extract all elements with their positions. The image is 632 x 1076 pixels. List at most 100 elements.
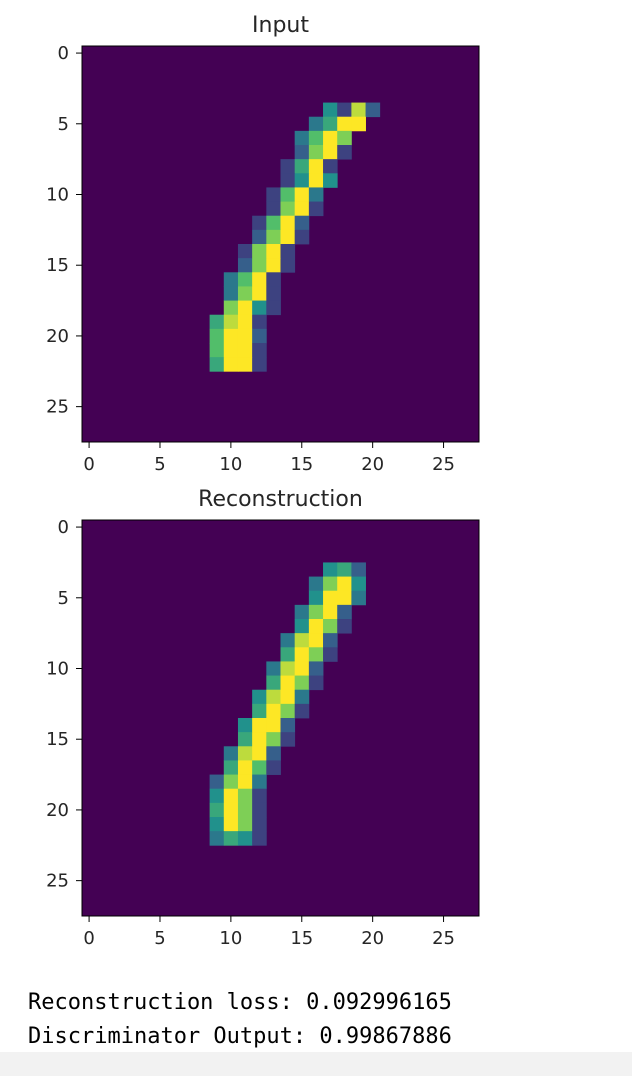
pixel-cell xyxy=(252,357,267,372)
pixel-cell xyxy=(223,788,239,804)
pixel-cell xyxy=(294,647,310,662)
pixel-cell xyxy=(294,145,310,160)
pixel-cell xyxy=(209,314,225,330)
pixel-cell xyxy=(223,328,239,344)
pixel-cell xyxy=(323,647,338,662)
pixel-cell xyxy=(294,130,310,146)
pixel-cell xyxy=(223,357,239,372)
pixel-cell xyxy=(323,633,338,648)
x-tick-label: 10 xyxy=(219,928,242,949)
pixel-cell xyxy=(308,647,324,662)
y-tick-label: 25 xyxy=(46,871,69,892)
pixel-cell xyxy=(237,343,253,358)
output-footer-strip xyxy=(0,1052,632,1076)
pixel-cell xyxy=(294,201,310,217)
pixel-cell xyxy=(223,831,239,846)
pixel-cell xyxy=(237,732,253,747)
pixel-cell xyxy=(266,689,281,705)
pixel-cell xyxy=(308,633,324,648)
pixel-cell xyxy=(308,590,324,606)
pixel-cell xyxy=(323,116,338,132)
pixel-cell xyxy=(252,258,267,273)
x-tick-label: 10 xyxy=(219,454,242,475)
y-tick-label: 20 xyxy=(46,326,69,347)
pixel-cell xyxy=(237,788,253,804)
pixel-cell xyxy=(252,732,267,747)
pixel-cell xyxy=(266,272,281,287)
pixel-cell xyxy=(266,732,281,747)
y-tick-label: 15 xyxy=(46,729,69,750)
pixel-cell xyxy=(266,244,281,259)
pixel-cell xyxy=(337,562,352,577)
pixel-cell xyxy=(351,590,366,606)
x-tick-label: 20 xyxy=(361,454,384,475)
pixel-cell xyxy=(308,173,324,188)
pixel-cell xyxy=(308,619,324,634)
pixel-cell xyxy=(280,661,296,676)
pixel-cell xyxy=(294,675,310,691)
pixel-cell xyxy=(280,258,296,273)
pixel-cell xyxy=(266,201,281,217)
pixel-cell xyxy=(280,647,296,662)
pixel-cell xyxy=(252,300,267,316)
pixel-cell xyxy=(308,675,324,691)
pixel-cell xyxy=(237,760,253,775)
pixel-cell xyxy=(337,576,352,592)
pixel-cell xyxy=(237,817,253,832)
pixel-cell xyxy=(280,173,296,188)
y-tick-label: 0 xyxy=(58,517,69,538)
pixel-cell xyxy=(294,619,310,634)
pixel-cell xyxy=(209,343,225,358)
pixel-cell xyxy=(252,343,267,358)
pixel-cell xyxy=(323,576,338,592)
pixel-cell xyxy=(323,604,338,620)
pixel-cell xyxy=(252,788,267,804)
pixel-cell xyxy=(223,802,239,818)
pixel-cell xyxy=(266,746,281,761)
pixel-cell xyxy=(323,590,338,606)
axes-frame xyxy=(81,519,480,917)
pixel-cell xyxy=(294,173,310,188)
pixel-cell xyxy=(266,229,281,245)
pixel-cell xyxy=(280,201,296,217)
pixel-cell xyxy=(323,619,338,634)
pixel-cell xyxy=(294,604,310,620)
plot-title: Reconstruction xyxy=(198,487,363,512)
pixel-cell xyxy=(351,116,366,132)
pixel-cell xyxy=(237,718,253,733)
pixel-cell xyxy=(280,215,296,231)
pixel-cell xyxy=(237,272,253,287)
pixel-cell xyxy=(308,159,324,174)
pixel-cell xyxy=(294,703,310,719)
y-tick-label: 25 xyxy=(46,397,69,418)
subplot-2: Reconstruction 0 5 10 15 20 25 0 5 10 15 20 25 xyxy=(46,487,480,949)
x-tick-label: 25 xyxy=(432,928,455,949)
pixel-cell xyxy=(252,746,267,761)
pixel-cell xyxy=(280,689,296,705)
pixel-cell xyxy=(308,576,324,592)
pixel-cell xyxy=(266,187,281,202)
pixel-cell xyxy=(237,746,253,761)
y-tick-label: 15 xyxy=(46,255,69,276)
pixel-cell xyxy=(209,774,225,790)
pixel-cell xyxy=(337,619,352,634)
pixel-cell xyxy=(308,130,324,146)
pixel-cell xyxy=(294,661,310,676)
pixel-cell xyxy=(323,173,338,188)
pixel-cell xyxy=(323,562,338,577)
pixel-cell xyxy=(223,300,239,316)
pixel-cell xyxy=(237,286,253,301)
pixel-cell xyxy=(223,774,239,790)
pixel-cell xyxy=(209,357,225,372)
pixel-cell xyxy=(252,817,267,832)
pixel-cell xyxy=(294,159,310,174)
pixel-cell xyxy=(308,116,324,132)
pixel-cell xyxy=(252,718,267,733)
pixel-cell xyxy=(280,633,296,648)
pixel-cell xyxy=(237,244,253,259)
pixel-cell xyxy=(308,201,324,217)
pixel-cell xyxy=(223,314,239,330)
pixel-cell xyxy=(280,703,296,719)
pixel-cell xyxy=(237,774,253,790)
cell-output: Reconstruction loss: 0.092996165 Discrim… xyxy=(0,976,632,1076)
